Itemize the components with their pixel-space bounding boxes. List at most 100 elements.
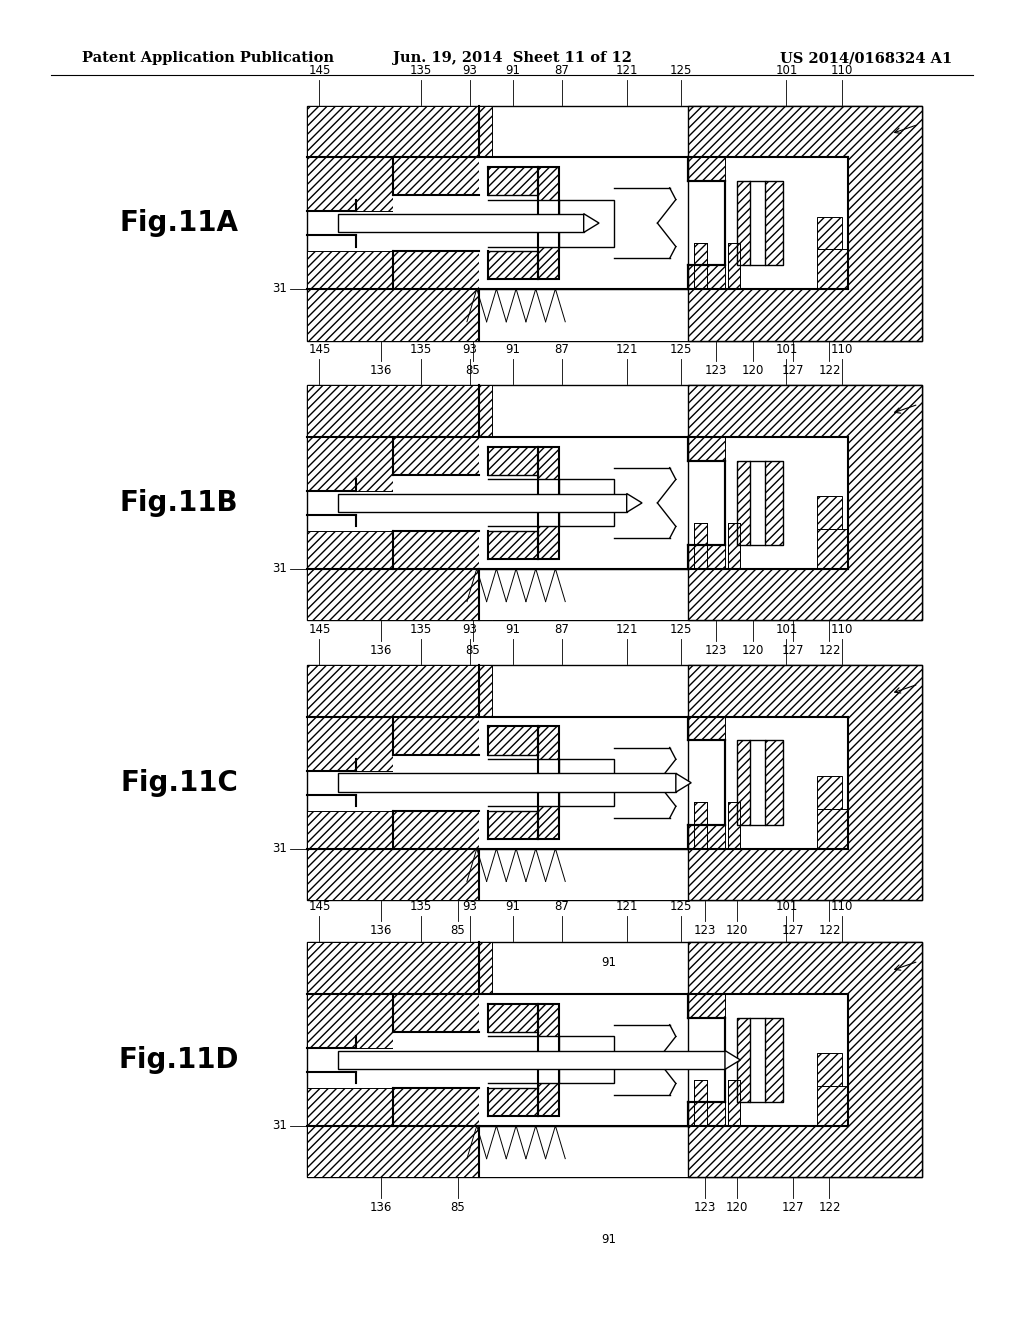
Bar <box>338 214 584 232</box>
Text: 145: 145 <box>308 900 331 913</box>
Bar <box>817 216 842 249</box>
Bar <box>688 437 725 461</box>
Text: 85: 85 <box>451 924 465 937</box>
Bar <box>728 803 740 849</box>
Text: Fig.11C: Fig.11C <box>120 768 239 797</box>
Text: Fig.11A: Fig.11A <box>120 209 239 238</box>
Text: 122: 122 <box>818 1201 841 1214</box>
Bar <box>694 523 707 569</box>
Bar <box>307 385 492 491</box>
Text: 91: 91 <box>506 63 520 77</box>
Bar <box>338 494 627 512</box>
Text: 91: 91 <box>601 1233 615 1246</box>
Text: 93: 93 <box>463 343 477 356</box>
Bar <box>538 446 559 560</box>
Text: 91: 91 <box>506 623 520 636</box>
Bar <box>479 994 688 1126</box>
Bar <box>694 803 707 849</box>
Text: 85: 85 <box>451 1201 465 1214</box>
Bar <box>307 665 492 771</box>
Bar <box>737 181 750 265</box>
Bar <box>737 741 750 825</box>
Bar <box>393 475 479 531</box>
Bar <box>750 1018 765 1102</box>
Bar <box>393 755 479 810</box>
Text: 125: 125 <box>670 343 692 356</box>
Text: 125: 125 <box>670 900 692 913</box>
Bar <box>307 531 492 620</box>
Bar <box>688 385 922 620</box>
Bar <box>614 1024 676 1096</box>
Text: 123: 123 <box>705 364 727 378</box>
Text: 135: 135 <box>410 623 432 636</box>
Text: 135: 135 <box>410 63 432 77</box>
Bar <box>307 251 492 341</box>
Bar <box>817 496 842 529</box>
Bar <box>479 437 688 569</box>
Bar <box>688 385 922 620</box>
Text: 110: 110 <box>830 900 853 913</box>
Bar <box>737 1018 750 1102</box>
Text: 136: 136 <box>370 924 392 937</box>
Bar <box>338 774 676 792</box>
Text: 122: 122 <box>818 924 841 937</box>
Bar <box>307 385 922 620</box>
Bar <box>488 531 538 560</box>
Bar <box>688 717 725 741</box>
Bar <box>817 809 848 849</box>
Bar <box>307 942 922 1177</box>
Text: 123: 123 <box>694 1201 717 1214</box>
Text: 85: 85 <box>466 364 480 378</box>
Bar <box>614 187 676 259</box>
Bar <box>688 717 848 849</box>
Bar <box>538 1003 559 1117</box>
Text: 120: 120 <box>726 924 749 937</box>
Text: 136: 136 <box>370 644 392 657</box>
Bar <box>479 1126 688 1177</box>
Bar <box>488 479 559 527</box>
Bar <box>728 243 740 289</box>
Text: 31: 31 <box>271 1119 287 1133</box>
Bar <box>488 446 538 475</box>
Text: 145: 145 <box>308 63 331 77</box>
Text: 120: 120 <box>741 364 764 378</box>
Bar <box>338 1051 725 1069</box>
Bar <box>765 461 783 545</box>
Text: 93: 93 <box>463 900 477 913</box>
Text: 87: 87 <box>555 900 569 913</box>
Text: 122: 122 <box>818 644 841 657</box>
Text: 87: 87 <box>555 63 569 77</box>
Bar <box>307 1088 492 1177</box>
Bar <box>817 1053 842 1086</box>
Text: Fig.11B: Fig.11B <box>120 488 239 517</box>
Bar <box>694 243 707 289</box>
Text: 145: 145 <box>308 343 331 356</box>
Text: 121: 121 <box>615 63 638 77</box>
Bar <box>688 157 725 181</box>
Bar <box>479 569 688 620</box>
Bar <box>688 106 922 341</box>
Bar <box>694 1080 707 1126</box>
Bar <box>307 942 922 1177</box>
Bar <box>479 157 688 289</box>
Bar <box>307 106 922 341</box>
Bar <box>817 776 842 809</box>
Bar <box>614 467 676 539</box>
Bar <box>488 810 538 840</box>
Bar <box>393 755 479 810</box>
Bar <box>765 181 783 265</box>
Bar <box>688 665 922 900</box>
Text: Fig.11D: Fig.11D <box>119 1045 240 1074</box>
Bar <box>765 741 783 825</box>
Bar <box>538 726 559 840</box>
Text: 121: 121 <box>615 623 638 636</box>
Bar <box>479 717 688 849</box>
Text: 120: 120 <box>726 1201 749 1214</box>
Text: 125: 125 <box>670 63 692 77</box>
Bar <box>488 166 538 195</box>
Text: 110: 110 <box>830 343 853 356</box>
Bar <box>307 665 922 900</box>
Bar <box>393 1032 479 1088</box>
Bar <box>488 1036 559 1084</box>
Bar <box>307 665 922 900</box>
